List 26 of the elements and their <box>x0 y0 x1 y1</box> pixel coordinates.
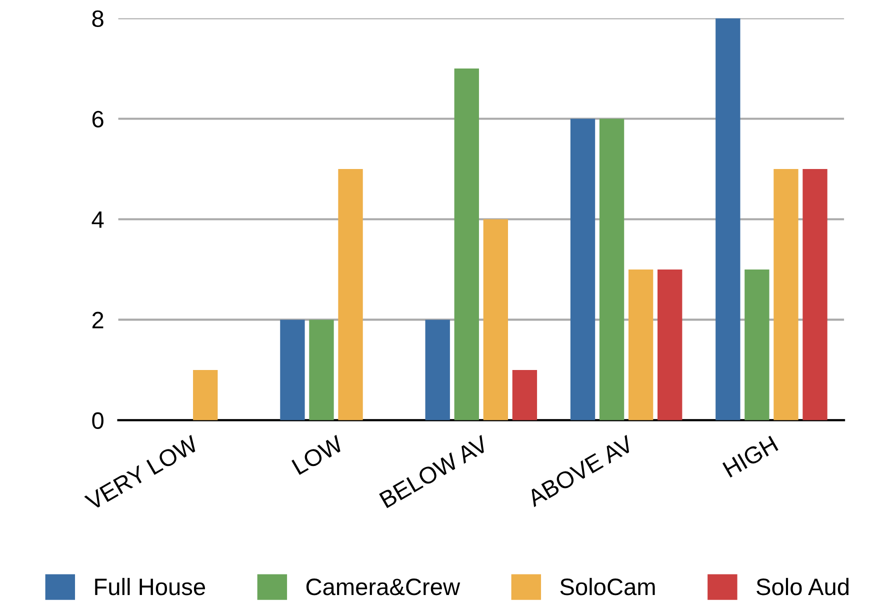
bar <box>338 168 363 420</box>
y-tick-label: 8 <box>92 10 104 28</box>
bar <box>599 118 624 420</box>
bar <box>309 320 334 420</box>
bar <box>483 219 508 420</box>
bar <box>774 168 798 420</box>
legend-label: Solo Aud <box>756 578 848 596</box>
bar <box>512 370 538 420</box>
bar <box>454 68 479 420</box>
y-tick-label: 4 <box>92 212 104 228</box>
bar <box>628 269 654 420</box>
y-tick-label: 0 <box>92 412 104 429</box>
legend-label: Camera&Crew <box>306 578 460 596</box>
bar <box>193 370 218 420</box>
bar <box>280 320 305 420</box>
bar <box>570 118 596 420</box>
x-tick-label: LOW <box>291 434 345 476</box>
bar <box>716 18 740 420</box>
bar <box>802 168 828 420</box>
bar <box>658 269 682 420</box>
bar <box>744 269 770 420</box>
legend-label: SoloCam <box>560 578 655 596</box>
legend-label: Full House <box>95 578 206 596</box>
y-tick-label: 6 <box>92 110 104 128</box>
bar <box>425 320 450 420</box>
y-tick-label: 2 <box>92 312 104 328</box>
